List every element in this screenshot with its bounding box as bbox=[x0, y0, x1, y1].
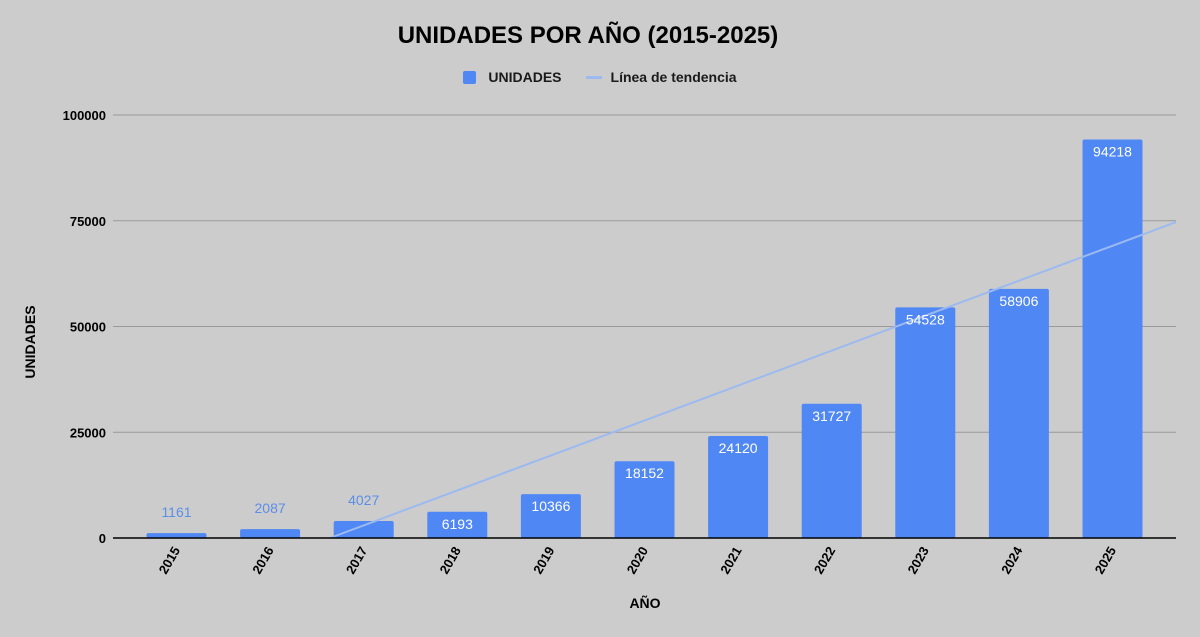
y-tick-label: 100000 bbox=[63, 108, 106, 123]
x-tick-label-2022: 2022 bbox=[811, 544, 838, 577]
x-tick-label-2018: 2018 bbox=[436, 544, 463, 577]
chart-title: UNIDADES POR AÑO (2015-2025) bbox=[397, 22, 779, 49]
x-tick-label-2023: 2023 bbox=[904, 544, 931, 577]
bar-2023[interactable] bbox=[895, 307, 956, 538]
x-tick-label-2017: 2017 bbox=[343, 544, 370, 577]
data-label-2015: 1161 bbox=[161, 504, 191, 520]
bar-2015[interactable] bbox=[146, 533, 207, 538]
bar-2020[interactable] bbox=[614, 461, 675, 538]
x-axis-title: AÑO bbox=[629, 595, 661, 611]
data-label-2017: 4027 bbox=[348, 492, 379, 508]
legend: UNIDADES Línea de tendencia bbox=[0, 69, 1200, 85]
legend-swatch-bar bbox=[463, 70, 477, 84]
data-label-2021: 24120 bbox=[719, 440, 758, 456]
y-tick-label: 0 bbox=[99, 531, 106, 546]
legend-label-trendline: Línea de tendencia bbox=[610, 69, 737, 85]
x-tick-label-2020: 2020 bbox=[624, 544, 651, 577]
data-label-2016: 2087 bbox=[255, 500, 286, 516]
data-label-2022: 31727 bbox=[812, 408, 851, 424]
bar-2016[interactable] bbox=[240, 529, 301, 538]
x-tick-label-2024: 2024 bbox=[998, 543, 1026, 576]
bar-2019[interactable] bbox=[520, 494, 581, 538]
data-label-2023: 54528 bbox=[906, 311, 945, 327]
y-tick-label: 50000 bbox=[70, 320, 106, 335]
bar-2017[interactable] bbox=[333, 520, 394, 538]
data-label-2020: 18152 bbox=[625, 465, 664, 481]
y-tick-label: 75000 bbox=[70, 214, 106, 229]
data-label-2024: 58906 bbox=[999, 293, 1038, 309]
x-tick-label-2019: 2019 bbox=[530, 544, 557, 577]
bar-2018[interactable] bbox=[427, 511, 488, 538]
legend-label-bars: UNIDADES bbox=[488, 69, 562, 85]
legend-item-trendline[interactable]: Línea de tendencia bbox=[578, 69, 737, 85]
bar-2024[interactable] bbox=[988, 288, 1049, 538]
bar-2025[interactable] bbox=[1082, 139, 1143, 538]
bar-2021[interactable] bbox=[708, 435, 769, 538]
x-tick-label-2021: 2021 bbox=[717, 544, 744, 577]
x-tick-label-2015: 2015 bbox=[156, 544, 183, 577]
data-label-2025: 94218 bbox=[1093, 143, 1132, 159]
trendline bbox=[329, 221, 1177, 539]
data-label-2018: 6193 bbox=[442, 516, 473, 532]
legend-item-bars[interactable]: UNIDADES bbox=[463, 69, 562, 85]
x-tick-label-2016: 2016 bbox=[249, 544, 276, 577]
y-tick-label: 25000 bbox=[70, 425, 106, 440]
x-tick-label-2025: 2025 bbox=[1092, 544, 1119, 577]
data-label-2019: 10366 bbox=[531, 498, 570, 514]
bar-2022[interactable] bbox=[801, 403, 862, 538]
legend-swatch-line bbox=[585, 75, 602, 79]
